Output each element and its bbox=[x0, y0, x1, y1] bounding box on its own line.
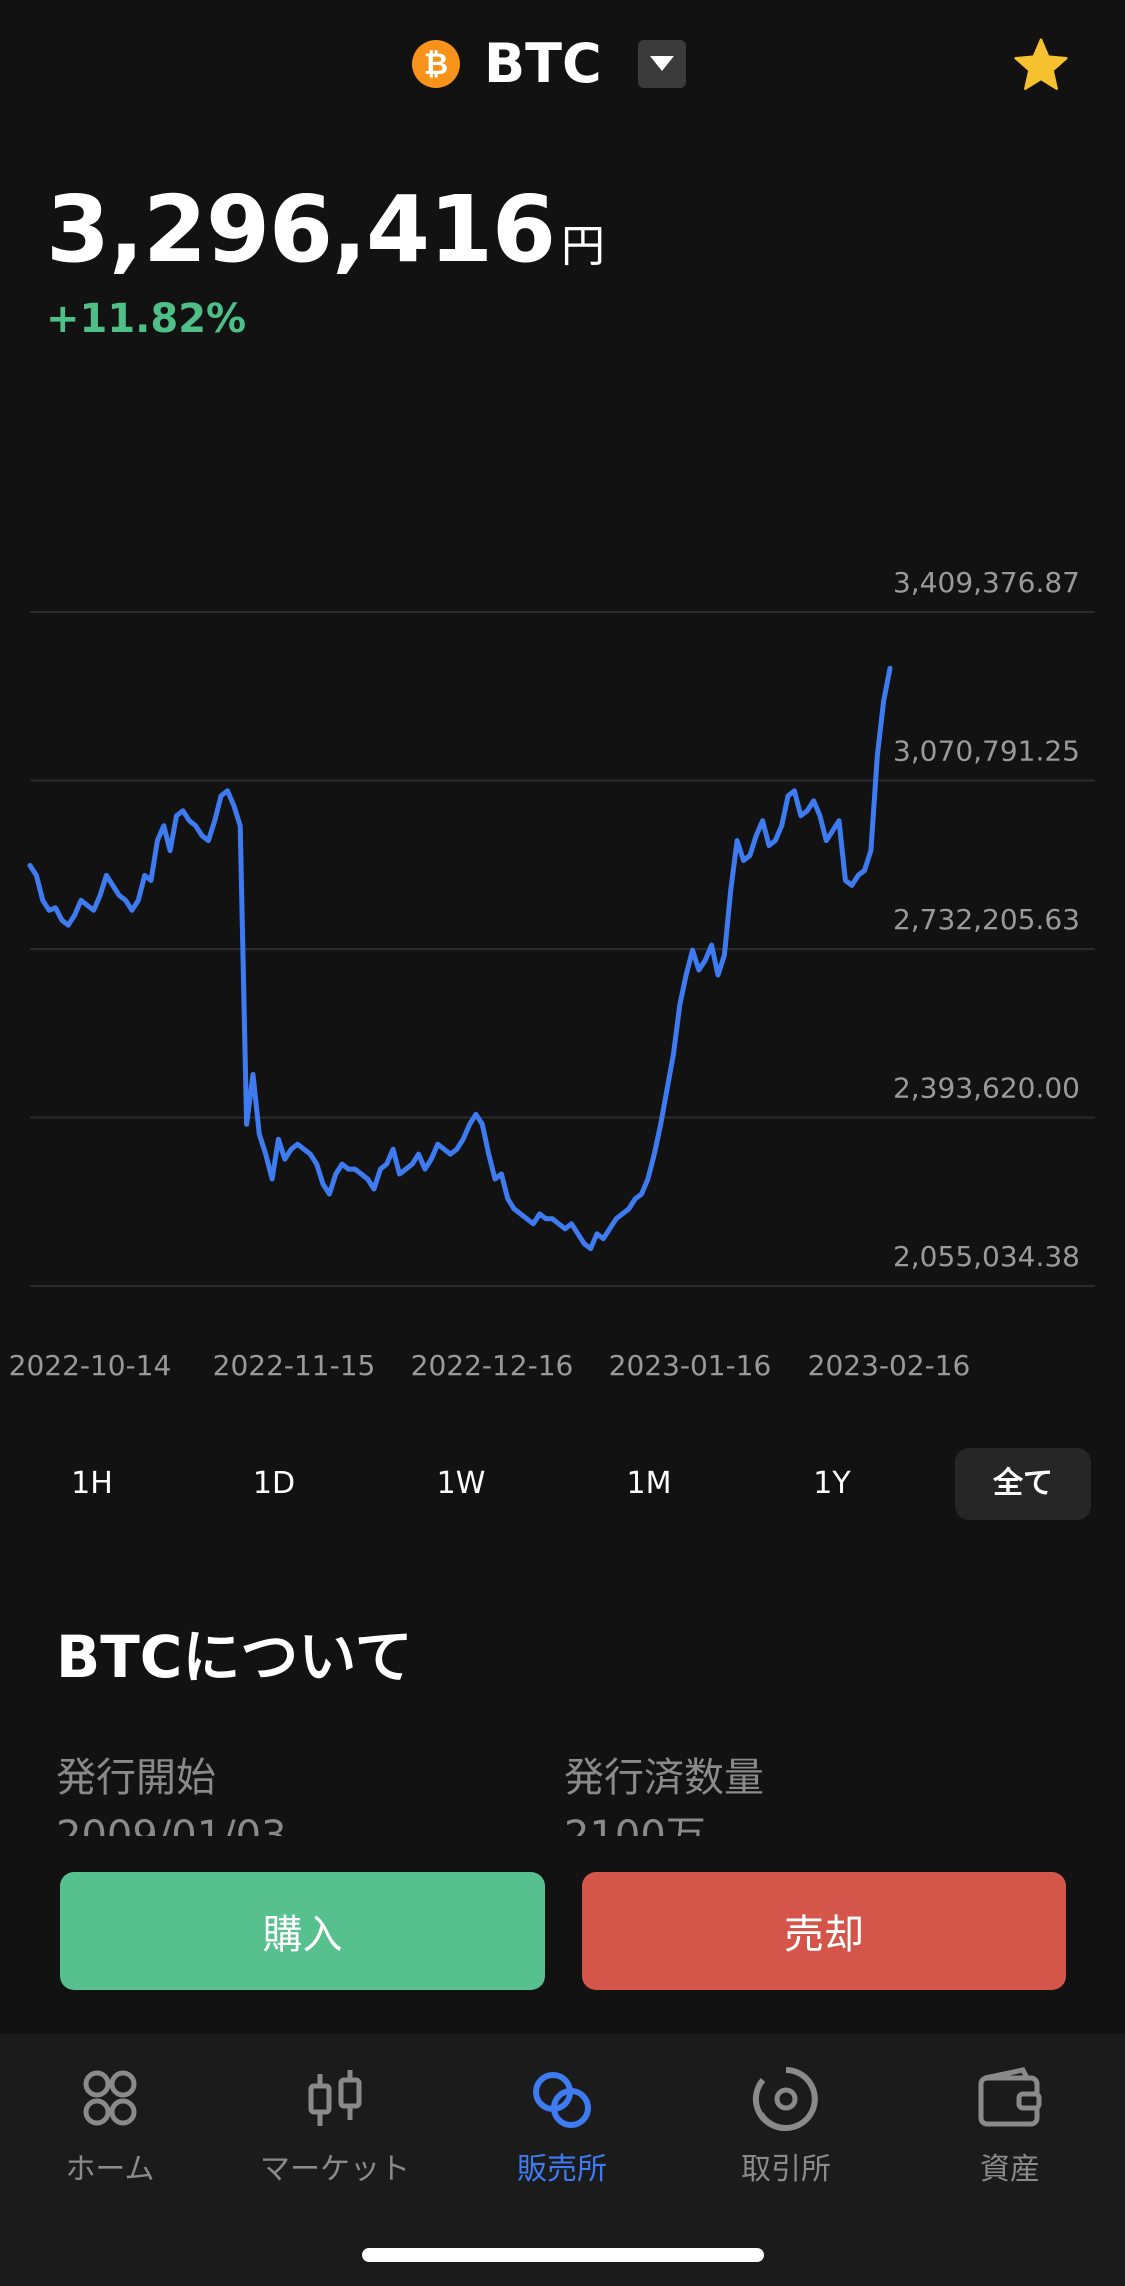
y-tick-label: 3,070,791.25 bbox=[893, 735, 1080, 768]
nav-item-market[interactable]: マーケット bbox=[235, 2064, 435, 2188]
price-unit: 円 bbox=[561, 221, 605, 272]
top-bar: ₿ BTC bbox=[0, 0, 1125, 130]
nav-label-shop: 販売所 bbox=[517, 2152, 607, 2187]
home-indicator[interactable] bbox=[362, 2248, 764, 2262]
x-tick-label: 2023-01-16 bbox=[609, 1349, 772, 1382]
bottom-navigation: ホーム マーケット 販売所 取引所 bbox=[0, 2034, 1125, 2286]
y-tick-label: 2,732,205.63 bbox=[893, 903, 1080, 936]
current-price: 3,296,416 bbox=[46, 176, 556, 283]
nav-label-home: ホーム bbox=[65, 2152, 155, 2187]
x-tick-label: 2022-10-14 bbox=[9, 1349, 172, 1382]
nav-item-assets[interactable]: 資産 bbox=[910, 2064, 1110, 2188]
market-icon bbox=[308, 2070, 362, 2126]
period-tab[interactable]: 1M bbox=[626, 1466, 672, 1501]
period-tab[interactable]: 1Y bbox=[813, 1466, 851, 1501]
price-display: 3,296,416 円 bbox=[46, 180, 605, 280]
nav-item-trade[interactable]: 取引所 bbox=[686, 2064, 886, 2188]
price-series-line bbox=[27, 665, 893, 1252]
supply-value: 2100万 bbox=[564, 1813, 706, 1836]
trade-icon bbox=[752, 2067, 818, 2132]
nav-label-trade: 取引所 bbox=[741, 2152, 831, 2187]
y-tick-label: 3,409,376.87 bbox=[893, 566, 1080, 599]
y-tick-label: 2,055,034.38 bbox=[893, 1240, 1080, 1273]
price-chart[interactable]: 3,409,376.87 3,070,791.25 2,732,205.63 2,39… bbox=[0, 540, 1125, 1400]
nav-label-market: マーケット bbox=[260, 2152, 410, 2187]
period-selector: 1H 1D 1W 1M 1Y 全て bbox=[0, 1448, 1125, 1520]
star-icon[interactable] bbox=[1012, 36, 1070, 94]
period-tab[interactable]: 1H bbox=[71, 1466, 113, 1501]
x-tick-label: 2023-02-16 bbox=[808, 1349, 971, 1382]
bitcoin-icon: ₿ bbox=[412, 40, 460, 88]
wallet-icon bbox=[978, 2067, 1042, 2127]
x-tick-label: 2022-12-16 bbox=[411, 1349, 574, 1382]
period-tab[interactable]: 全て bbox=[955, 1448, 1091, 1520]
period-tab[interactable]: 1D bbox=[252, 1466, 296, 1501]
coin-selector[interactable]: ₿ BTC bbox=[412, 36, 686, 92]
exchange-shop-icon bbox=[533, 2072, 591, 2128]
buy-button[interactable]: 購入 bbox=[60, 1872, 545, 1990]
price-change: +11.82% bbox=[46, 296, 247, 342]
nav-item-home[interactable]: ホーム bbox=[10, 2064, 210, 2188]
home-icon bbox=[83, 2070, 137, 2126]
period-tab[interactable]: 1W bbox=[436, 1466, 486, 1501]
x-tick-label: 2022-11-15 bbox=[213, 1349, 376, 1382]
about-title: BTCについて bbox=[56, 1623, 413, 1691]
y-tick-label: 2,393,620.00 bbox=[893, 1072, 1080, 1105]
sell-button[interactable]: 売却 bbox=[582, 1872, 1066, 1990]
launch-date-value: 2009/01/03 bbox=[56, 1813, 287, 1836]
nav-item-shop[interactable]: 販売所 bbox=[462, 2064, 662, 2188]
supply-label: 発行済数量 bbox=[564, 1755, 764, 1801]
chevron-down-icon[interactable] bbox=[637, 40, 686, 88]
launch-date-label: 発行開始 bbox=[56, 1755, 216, 1801]
nav-label-assets: 資産 bbox=[980, 2152, 1040, 2187]
coin-symbol: BTC bbox=[484, 32, 602, 95]
